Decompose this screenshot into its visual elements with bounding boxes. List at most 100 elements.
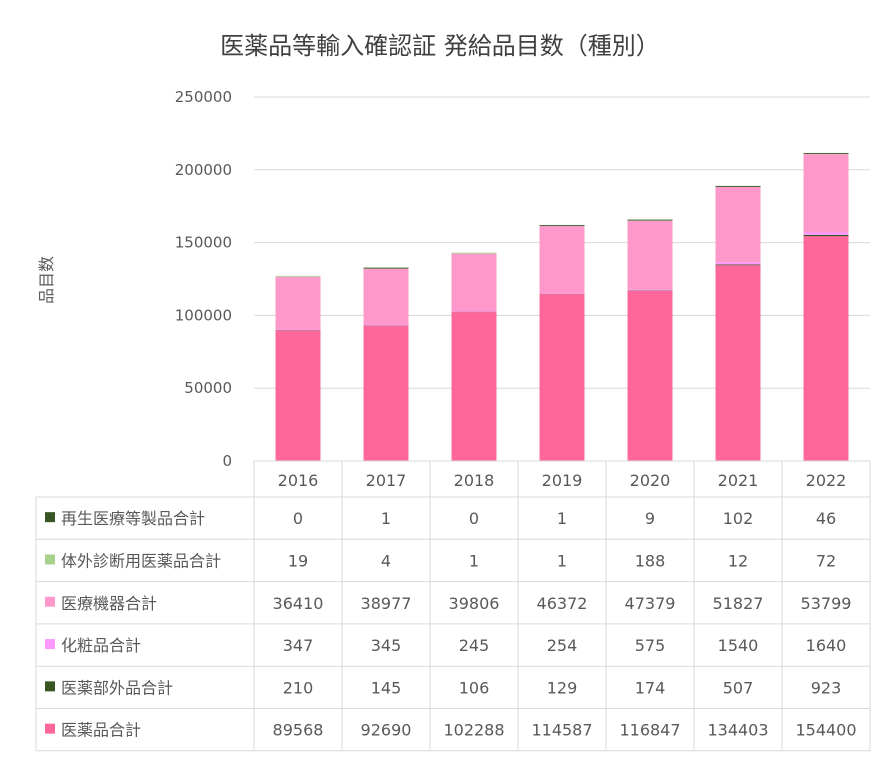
y-tick-label: 150000: [175, 234, 232, 252]
x-tick-label: 2017: [366, 471, 407, 490]
data-label: 53799: [801, 594, 852, 613]
data-label: 188: [635, 551, 666, 570]
data-label: 1: [557, 509, 567, 528]
bar-segment: [451, 312, 497, 461]
data-label: 1: [557, 551, 567, 570]
legend-key: [45, 554, 55, 565]
data-label: 174: [635, 678, 666, 697]
legend-label: 医薬部外品合計: [61, 678, 173, 697]
bar-segment: [275, 276, 321, 330]
data-label: 51827: [713, 594, 764, 613]
x-tick-label: 2021: [718, 471, 759, 490]
bar-segment: [539, 294, 585, 461]
bar-segment: [363, 267, 409, 269]
data-label: 89568: [273, 721, 324, 740]
data-label: 129: [547, 678, 578, 697]
bar-segment: [363, 324, 409, 326]
bar-segment: [451, 253, 497, 312]
x-tick-label: 2022: [806, 471, 847, 490]
bar-segment: [275, 275, 321, 277]
data-label: 114587: [531, 721, 592, 740]
bar-segment: [627, 219, 673, 221]
data-label: 102: [723, 509, 754, 528]
data-label: 4: [381, 551, 391, 570]
y-tick-label: 200000: [175, 161, 232, 179]
bar-segment: [715, 186, 761, 263]
data-label: 47379: [625, 594, 676, 613]
data-label: 106: [459, 678, 490, 697]
bar-segment: [715, 264, 761, 266]
data-label: 39806: [449, 594, 500, 613]
data-label: 145: [371, 678, 402, 697]
data-label: 1640: [806, 636, 847, 655]
data-label: 0: [469, 509, 479, 528]
data-label: 154400: [795, 721, 856, 740]
data-label: 345: [371, 636, 402, 655]
legend-label: 再生医療等製品合計: [61, 509, 205, 528]
data-label: 210: [283, 678, 314, 697]
data-label: 19: [288, 551, 308, 570]
bar-segment: [715, 265, 761, 461]
data-label: 46: [816, 509, 836, 528]
y-tick-label: 50000: [184, 379, 232, 397]
data-label: 1: [469, 551, 479, 570]
bar-segment: [803, 153, 849, 155]
bar-segment: [363, 326, 409, 461]
data-label: 9: [645, 509, 655, 528]
bar-segment: [275, 330, 321, 461]
data-label: 923: [811, 678, 842, 697]
data-label: 36410: [273, 594, 324, 613]
legend-key: [45, 723, 55, 734]
data-label: 12: [728, 551, 748, 570]
x-tick-label: 2016: [278, 471, 319, 490]
legend-label: 医薬品合計: [61, 721, 141, 740]
bar-segment: [363, 268, 409, 326]
bar-segment: [539, 225, 585, 227]
data-label: 0: [293, 509, 303, 528]
data-label: 134403: [707, 721, 768, 740]
data-label: 1540: [718, 636, 759, 655]
y-tick-label: 0: [222, 452, 232, 470]
bar-segment: [715, 185, 761, 187]
y-tick-label: 100000: [175, 306, 232, 324]
data-label: 72: [816, 551, 836, 570]
data-label: 507: [723, 678, 754, 697]
x-tick-label: 2018: [454, 471, 495, 490]
bar-segment: [803, 232, 849, 235]
bar-segment: [803, 234, 849, 237]
y-axis-ticks: 0 50000 100000 150000 200000 250000: [175, 88, 232, 470]
bar-segment: [803, 236, 849, 461]
bar-segment: [627, 220, 673, 290]
x-tick-label: 2020: [630, 471, 671, 490]
data-label: 1: [381, 509, 391, 528]
legend-label: 化粧品合計: [61, 636, 141, 655]
bar-segment: [627, 290, 673, 461]
data-label: 575: [635, 636, 666, 655]
bar-segment: [451, 252, 497, 254]
x-tick-label: 2019: [542, 471, 583, 490]
data-label: 254: [547, 636, 578, 655]
bar-segment: [275, 329, 321, 331]
chart-title: 医薬品等輸入確認証 発給品目数（種別）: [220, 32, 660, 60]
data-label: 46372: [537, 594, 588, 613]
y-tick-label: 250000: [175, 88, 232, 106]
legend-key: [45, 639, 55, 650]
data-label: 245: [459, 636, 490, 655]
data-label: 38977: [361, 594, 412, 613]
bar-segment: [715, 262, 761, 265]
data-label: 116847: [619, 721, 680, 740]
data-label: 102288: [443, 721, 504, 740]
y-axis-label: 品目数: [37, 256, 56, 304]
bar-segment: [627, 289, 673, 291]
legend-key: [45, 596, 55, 607]
bar-segment: [539, 226, 585, 294]
legend-label: 体外診断用医薬品合計: [61, 551, 221, 570]
data-label: 92690: [361, 721, 412, 740]
legend-key: [45, 512, 55, 523]
bar-series: [275, 153, 849, 461]
legend-key: [45, 681, 55, 692]
legend-label: 医療機器合計: [61, 594, 157, 613]
bar-segment: [803, 154, 849, 233]
